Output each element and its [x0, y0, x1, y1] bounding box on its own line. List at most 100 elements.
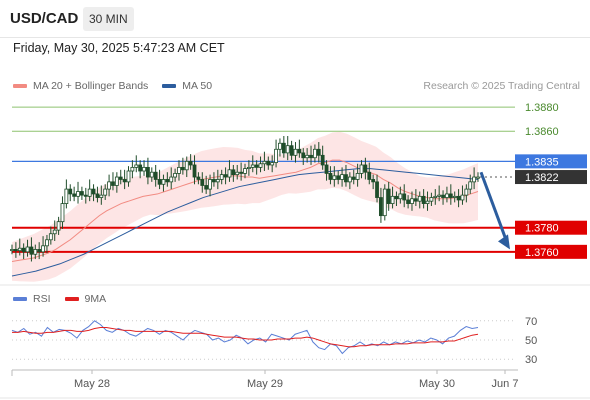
candle-body	[301, 152, 306, 159]
candle-body	[305, 154, 310, 159]
rsi-legend: RSI 9MA	[13, 293, 120, 305]
candle-body	[146, 166, 150, 178]
chart-datetime: Friday, May 30, 2025 5:47:23 AM CET	[13, 41, 225, 55]
candle-body	[13, 249, 18, 252]
candle-body	[460, 194, 465, 201]
candle-body	[359, 164, 364, 174]
x-tick-label: May 28	[74, 378, 110, 390]
candle-body	[375, 181, 379, 198]
timeframe-badge[interactable]: 30 MIN	[83, 7, 134, 31]
last-price-label: 1.3822	[525, 172, 559, 184]
candle-body	[472, 176, 477, 183]
x-tick-label: May 29	[247, 378, 283, 390]
rsi-swatch	[13, 297, 27, 301]
pivot-level-label: 1.3835	[525, 156, 559, 168]
candle-body	[153, 171, 158, 180]
forecast-arrow-shaft	[479, 171, 509, 243]
candle-body	[180, 166, 185, 171]
candle-body	[239, 171, 244, 174]
pivot-level-tag	[515, 154, 587, 169]
candle-body	[448, 193, 453, 198]
support-level-tag	[515, 220, 587, 235]
candle-body	[212, 179, 216, 183]
candle-body	[111, 181, 115, 186]
candle-body	[332, 175, 337, 180]
candle-body	[196, 176, 201, 180]
ma9-swatch	[64, 297, 79, 301]
candle-body	[188, 160, 193, 166]
rsi-line	[11, 320, 479, 355]
support-level-label: 1.3780	[525, 223, 559, 235]
candle-body	[149, 171, 154, 178]
rsi-tick-label: 30	[525, 354, 537, 366]
candle-body	[363, 164, 368, 173]
candle-body	[347, 176, 352, 183]
candle-body	[142, 166, 146, 172]
candle-body	[114, 176, 119, 186]
candle-body	[355, 173, 360, 180]
candle-body	[340, 174, 344, 180]
candle-body	[258, 163, 263, 168]
candle-body	[192, 164, 197, 178]
candle-body	[41, 245, 45, 253]
candle-body	[33, 249, 38, 255]
candle-body	[278, 142, 282, 150]
candle-body	[386, 188, 391, 204]
candle-body	[344, 174, 348, 183]
candle-body	[312, 148, 317, 159]
candle-body	[433, 195, 438, 198]
candle-body	[293, 148, 298, 156]
candle-body	[274, 148, 278, 163]
candle-body	[417, 195, 422, 202]
candle-body	[29, 246, 34, 255]
candle-body	[103, 188, 108, 196]
candle-body	[266, 160, 271, 166]
candle-body	[223, 174, 228, 178]
candle-body	[138, 164, 143, 172]
legend-ma50-label: MA 50	[182, 80, 213, 92]
candle-body	[456, 195, 461, 201]
candle-body	[215, 179, 220, 183]
candle-body	[410, 198, 414, 204]
candle-body	[208, 179, 212, 190]
legend-ma9: 9MA	[64, 293, 106, 305]
candle-body	[421, 195, 426, 204]
candle-body	[254, 164, 259, 168]
candle-body	[99, 194, 104, 198]
last-price-tag	[515, 170, 587, 185]
candle-body	[107, 181, 111, 190]
candle-body	[398, 193, 403, 200]
candle-body	[204, 185, 209, 190]
candle-body	[371, 179, 376, 183]
candle-body	[390, 195, 395, 204]
candle-body	[122, 179, 127, 183]
candle-body	[231, 169, 236, 176]
ma9-line	[12, 327, 479, 348]
chart-header: USD/CAD 30 MIN	[0, 0, 590, 38]
target-level-label: 1.3860	[525, 126, 559, 138]
candle-body	[52, 229, 57, 235]
legend-rsi-label: RSI	[33, 293, 51, 305]
candle-body	[235, 171, 240, 176]
candle-body	[72, 193, 77, 197]
candle-body	[165, 179, 170, 183]
legend-ma50: MA 50	[162, 80, 212, 92]
ma50-line	[11, 168, 479, 277]
candle-body	[10, 249, 14, 252]
ma50-swatch	[162, 84, 177, 88]
candle-body	[429, 197, 434, 202]
candle-body	[445, 193, 449, 198]
candle-body	[281, 142, 286, 154]
candle-body	[468, 181, 473, 190]
candle-body	[56, 221, 61, 231]
candle-body	[394, 195, 399, 200]
support-level-label: 1.3760	[525, 247, 559, 259]
legend-rsi: RSI	[13, 293, 51, 305]
candle-body	[464, 188, 469, 196]
candle-body	[382, 188, 387, 217]
candle-body	[60, 203, 65, 223]
candle-body	[91, 188, 96, 195]
candle-body	[118, 176, 123, 180]
candle-body	[157, 179, 162, 185]
